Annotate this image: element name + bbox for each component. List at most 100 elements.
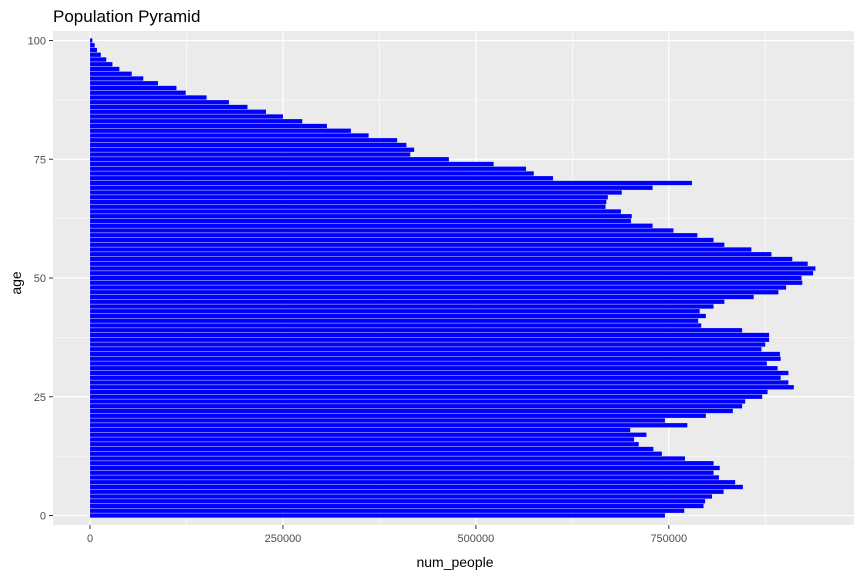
bar-age-55	[90, 252, 772, 257]
bar-age-15	[90, 442, 639, 447]
bar-age-86	[90, 104, 248, 110]
bar-age-95	[90, 62, 113, 67]
bar-age-84	[90, 114, 283, 119]
bar-age-20	[90, 418, 665, 423]
bar-age-83	[90, 119, 303, 124]
bar-age-68	[90, 190, 622, 195]
bar-age-9	[90, 470, 714, 475]
bar-age-67	[90, 195, 608, 200]
bar-age-58	[90, 237, 714, 243]
bar-layer	[90, 38, 816, 518]
y-tick-label: 25	[34, 392, 46, 404]
bar-age-72	[90, 171, 534, 176]
bar-age-81	[90, 128, 351, 133]
y-tick-label: 100	[28, 36, 46, 48]
bar-age-46	[90, 294, 754, 300]
bar-age-26	[90, 389, 768, 395]
bar-age-56	[90, 247, 752, 252]
bar-age-33	[90, 356, 781, 361]
bar-age-22	[90, 408, 733, 414]
bar-age-79	[90, 138, 398, 143]
bar-age-74	[90, 161, 494, 167]
bar-age-36	[90, 342, 766, 347]
bar-age-37	[90, 337, 770, 342]
bar-age-34	[90, 351, 780, 357]
bar-age-40	[90, 323, 702, 328]
bar-age-54	[90, 256, 793, 262]
bar-age-98	[90, 47, 97, 53]
bar-age-45	[90, 299, 725, 304]
bar-age-30	[90, 370, 789, 376]
bar-age-24	[90, 399, 746, 404]
y-tick-label: 50	[34, 273, 46, 285]
bar-age-11	[90, 461, 714, 466]
bar-age-48	[90, 285, 787, 290]
bar-age-1	[90, 508, 685, 513]
x-tick-label: 250000	[265, 533, 302, 545]
bar-age-4	[90, 494, 713, 499]
bar-age-21	[90, 413, 706, 418]
bar-age-93	[90, 71, 132, 76]
bar-age-12	[90, 456, 686, 461]
bar-age-23	[90, 404, 743, 409]
bar-age-80	[90, 133, 369, 138]
bar-age-70	[90, 180, 692, 186]
bar-age-31	[90, 366, 778, 371]
bar-age-71	[90, 176, 554, 181]
bar-age-61	[90, 223, 653, 228]
bar-age-59	[90, 233, 698, 238]
bar-age-13	[90, 451, 662, 456]
bar-age-88	[90, 95, 207, 100]
bar-age-69	[90, 185, 653, 190]
y-tick-label: 0	[40, 511, 46, 523]
bar-age-51	[90, 271, 814, 276]
bar-age-18	[90, 427, 631, 433]
bar-age-89	[90, 90, 186, 95]
x-tick-label: 500000	[458, 533, 495, 545]
bar-age-92	[90, 76, 144, 81]
bar-age-41	[90, 318, 699, 323]
bar-age-10	[90, 465, 720, 471]
bar-age-73	[90, 166, 527, 171]
bar-age-66	[90, 199, 607, 205]
bar-age-19	[90, 423, 688, 428]
bar-age-17	[90, 432, 647, 437]
y-tick-label: 75	[34, 154, 46, 166]
bar-age-78	[90, 142, 407, 148]
bar-age-25	[90, 394, 763, 399]
bar-age-57	[90, 242, 725, 247]
bar-age-14	[90, 446, 654, 452]
bar-age-38	[90, 332, 770, 338]
bar-age-64	[90, 209, 621, 214]
bar-age-77	[90, 147, 415, 152]
bar-age-97	[90, 52, 101, 57]
bar-age-53	[90, 261, 808, 266]
bar-age-43	[90, 309, 700, 314]
bar-age-35	[90, 347, 762, 352]
bar-age-96	[90, 57, 107, 62]
bar-age-47	[90, 290, 779, 295]
bar-age-65	[90, 204, 606, 209]
bar-age-82	[90, 123, 327, 129]
bar-age-87	[90, 100, 229, 105]
bar-age-62	[90, 218, 631, 224]
bar-age-32	[90, 361, 767, 366]
bar-age-63	[90, 214, 632, 219]
bar-age-90	[90, 85, 177, 91]
bar-age-16	[90, 437, 635, 442]
bar-age-44	[90, 304, 714, 309]
x-axis-title: num_people	[416, 554, 493, 570]
bar-age-52	[90, 266, 816, 271]
bar-age-39	[90, 328, 743, 333]
bar-age-100	[90, 38, 93, 43]
bar-age-8	[90, 475, 719, 480]
bar-age-49	[90, 280, 803, 285]
bar-age-5	[90, 489, 724, 494]
x-tick-label: 0	[87, 533, 93, 545]
bar-age-76	[90, 152, 411, 157]
bar-age-6	[90, 484, 743, 490]
bar-age-29	[90, 375, 781, 380]
bar-age-60	[90, 228, 674, 233]
